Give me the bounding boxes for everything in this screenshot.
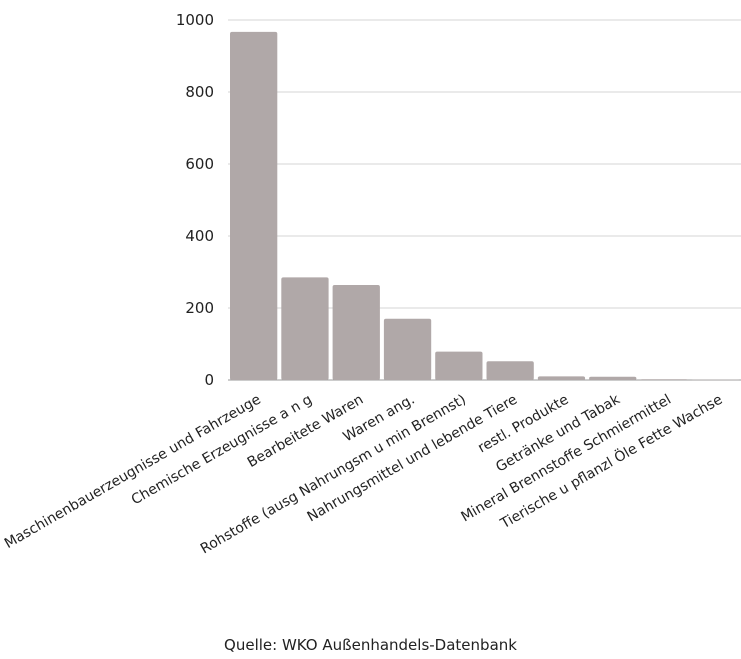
- y-tick-label: 1000: [176, 11, 214, 29]
- bar: [230, 31, 278, 381]
- y-tick-label: 0: [204, 371, 214, 389]
- bar: [486, 361, 534, 380]
- bar: [640, 379, 688, 380]
- bar: [383, 318, 432, 380]
- y-tick-label: 400: [185, 227, 214, 245]
- bar: [537, 376, 586, 380]
- bars: [230, 31, 739, 381]
- bar: [435, 351, 483, 380]
- bar: [691, 379, 739, 381]
- x-axis-labels: Maschinenbauerzeugnisse und FahrzeugeChe…: [2, 390, 725, 557]
- source-note: Quelle: WKO Außenhandels-Datenbank: [224, 636, 517, 654]
- y-tick-label: 200: [185, 299, 214, 317]
- y-tick-label: 800: [185, 83, 214, 101]
- bar: [332, 285, 380, 380]
- y-axis-ticks: 0 200 400 600 800 1000: [176, 11, 214, 389]
- bar: [281, 277, 329, 380]
- bar: [589, 376, 637, 380]
- y-tick-label: 600: [185, 155, 214, 173]
